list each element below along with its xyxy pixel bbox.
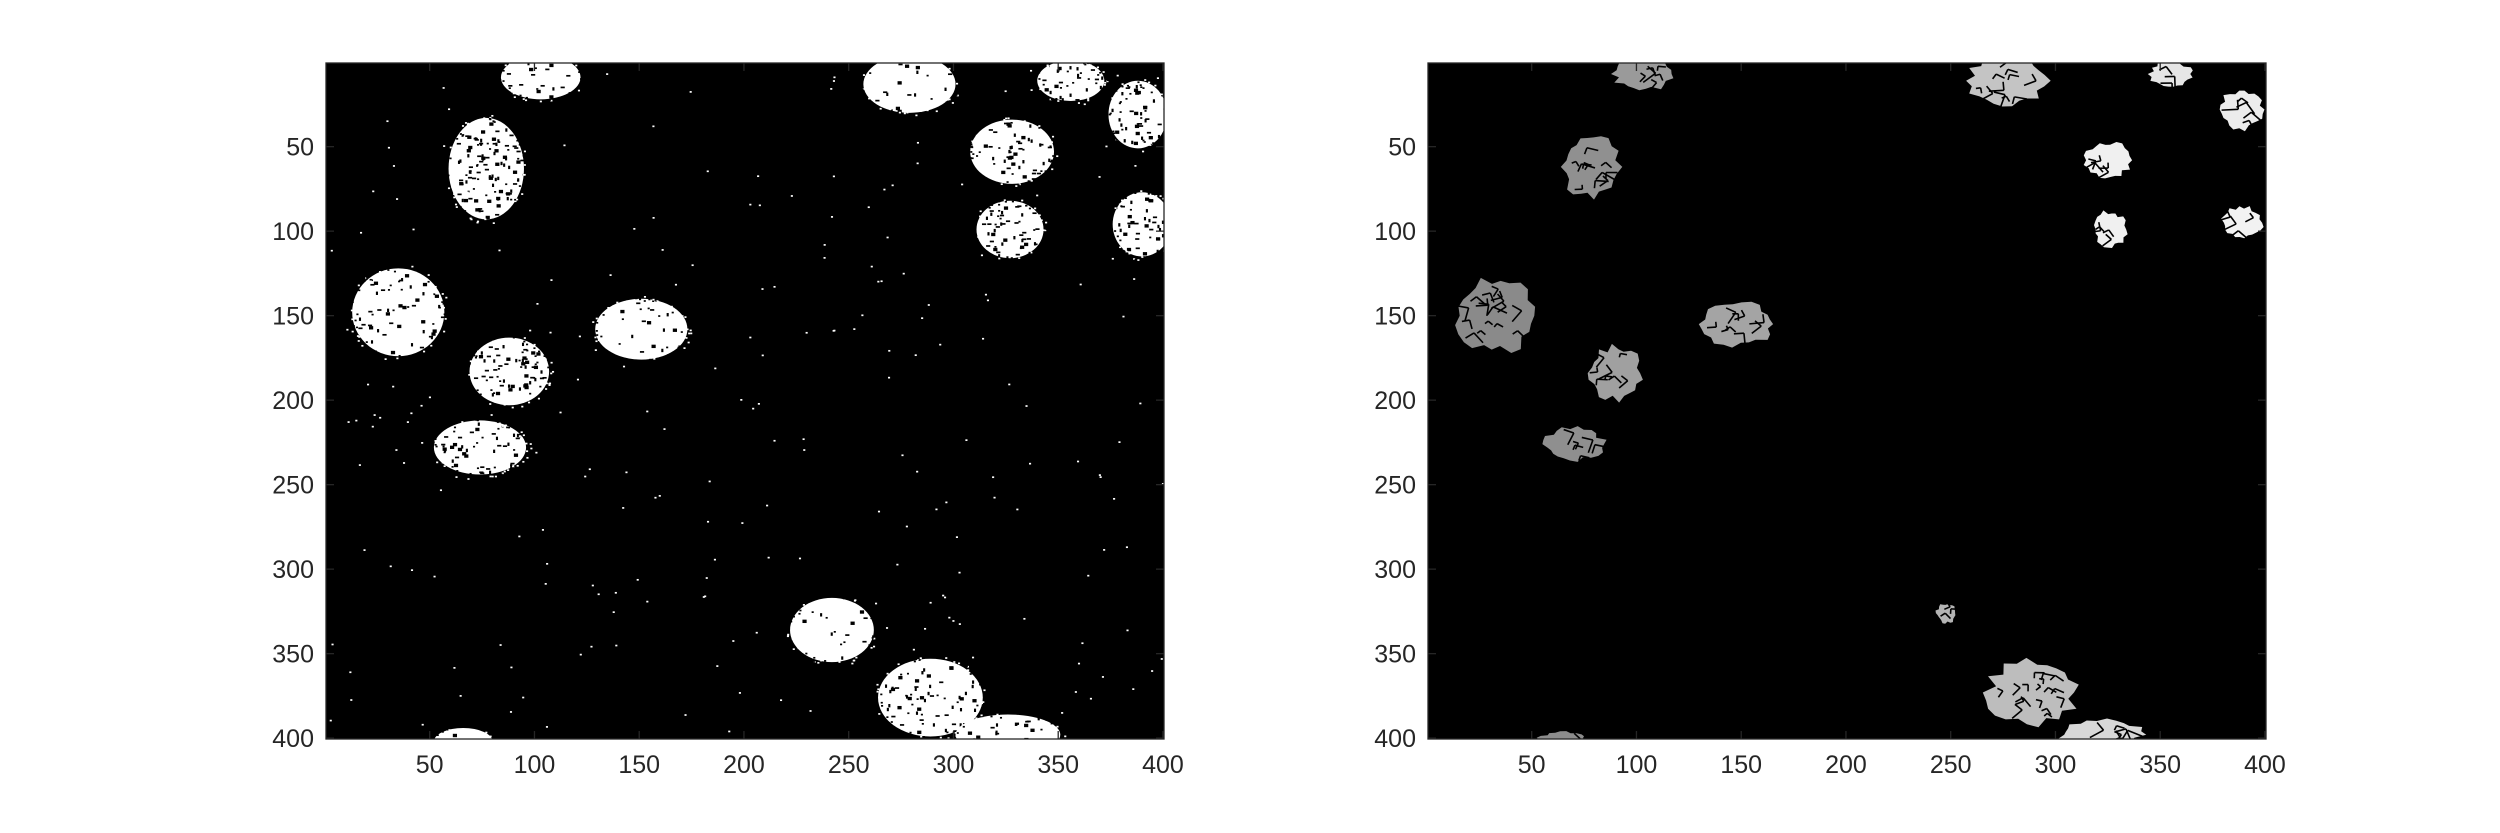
nucleus-blob (591, 296, 693, 361)
segmented-region (2083, 142, 2133, 180)
nucleus-blob (1108, 78, 1164, 153)
x-tick-label: 250 (828, 751, 870, 779)
axes-box (1427, 62, 2267, 740)
nucleus-blob (350, 265, 450, 363)
nucleus-blob (974, 199, 1048, 261)
y-tick-label: 150 (1374, 303, 1416, 331)
image-content (329, 63, 1164, 739)
y-tick-label: 350 (272, 641, 314, 669)
segmented-region (2085, 210, 2128, 248)
image-background (1428, 63, 2266, 739)
x-tick-label: 100 (1616, 751, 1658, 779)
y-tick-label: 350 (1374, 641, 1416, 669)
nucleus-blob (431, 419, 533, 478)
y-tick-label: 50 (1388, 134, 1416, 162)
nucleus-blob (447, 114, 526, 224)
nucleus-blob (785, 596, 878, 664)
nucleus-blob (859, 63, 961, 117)
x-tick-label: 200 (1825, 751, 1867, 779)
segmented-region (1536, 731, 1586, 739)
nucleus-blob (468, 335, 555, 409)
y-tick-label: 250 (272, 472, 314, 500)
x-tick-label: 50 (1518, 751, 1546, 779)
x-tick-label: 200 (723, 751, 765, 779)
y-tick-label: 150 (272, 303, 314, 331)
axes-box (325, 62, 1165, 740)
segmented-region (1587, 343, 1643, 403)
nucleus-blob (966, 117, 1059, 189)
nucleus-blob (954, 713, 1067, 739)
y-tick-label: 300 (1374, 556, 1416, 584)
left-axes-binary-image: 50 100 150 200 250 300 350 400 50 100 150 200 250 300… (272, 62, 1184, 779)
segmented-region (2219, 206, 2264, 239)
segmented-region (1935, 603, 1960, 624)
nucleus-blob (1034, 63, 1110, 105)
image-content (1455, 63, 2265, 739)
segmented-region (1560, 136, 1623, 200)
x-tick-label: 100 (514, 751, 556, 779)
segmented-region (2147, 63, 2193, 97)
x-tick-label: 50 (416, 751, 444, 779)
y-tick-label: 50 (286, 134, 314, 162)
segmented-region (1455, 277, 1536, 353)
y-tick-label: 300 (272, 556, 314, 584)
x-tick-label: 150 (618, 751, 660, 779)
y-tick-label: 100 (1374, 218, 1416, 246)
segmented-region (1542, 426, 1611, 462)
x-tick-label: 300 (933, 751, 975, 779)
y-tick-label: 100 (272, 218, 314, 246)
segmented-region (1698, 301, 1774, 348)
nucleus-blob (876, 656, 987, 739)
nucleus-blob (499, 63, 583, 103)
nucleus-blob (434, 728, 493, 739)
y-tick-label: 200 (1374, 387, 1416, 415)
x-tick-label: 150 (1720, 751, 1762, 779)
segmented-region (2219, 90, 2265, 132)
x-tick-label: 300 (2035, 751, 2077, 779)
right-axes-segmented-image: 50 100 150 200 250 300 350 400 50 100 150 200 250 300… (1374, 62, 2286, 779)
x-tick-label: 350 (1037, 751, 1079, 779)
y-tick-label: 400 (272, 725, 314, 753)
y-tick-label: 250 (1374, 472, 1416, 500)
x-tick-label: 400 (2244, 751, 2286, 779)
segmented-region (1611, 63, 1674, 91)
nucleus-blob (1112, 190, 1164, 261)
x-tick-label: 400 (1142, 751, 1184, 779)
segmented-region (1966, 63, 2051, 108)
y-tick-label: 200 (272, 387, 314, 415)
x-tick-label: 250 (1930, 751, 1972, 779)
y-tick-label: 400 (1374, 725, 1416, 753)
noise-pixels (329, 66, 1164, 733)
segmented-region (1982, 657, 2079, 728)
x-tick-label: 350 (2139, 751, 2181, 779)
